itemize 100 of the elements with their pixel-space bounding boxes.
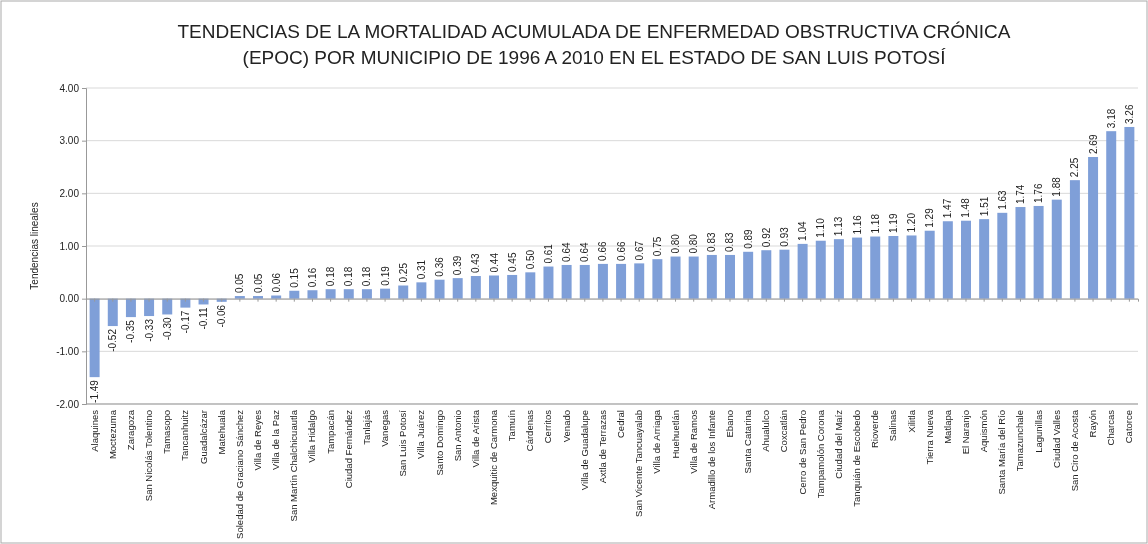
x-tick-label: Villa Hidalgo — [306, 410, 318, 463]
y-tick-label: 2.00 — [59, 188, 80, 200]
bar — [89, 298, 100, 378]
data-label: 1.19 — [887, 213, 899, 233]
bar — [906, 235, 917, 299]
x-tick-label: Villa de Arriaga — [651, 409, 663, 474]
data-label: 0.18 — [361, 266, 373, 287]
data-label: 1.29 — [924, 207, 936, 228]
x-tick-label: Santa Catarina — [742, 409, 754, 474]
x-tick-label: San Martín Chalchicuautla — [288, 409, 300, 522]
data-label: 1.74 — [1014, 184, 1026, 205]
bar — [706, 254, 717, 299]
data-label: 2.69 — [1087, 134, 1099, 154]
x-tick-label: San Nicolás Tolentino — [143, 410, 155, 502]
data-label: 1.63 — [996, 189, 1008, 210]
data-label: -0.35 — [125, 319, 137, 343]
data-label: 0.80 — [688, 233, 700, 254]
x-tick-label: Catorce — [1123, 410, 1135, 444]
x-tick-label: Tamuín — [506, 410, 518, 442]
x-tick-label: Tancanhuitz — [179, 409, 191, 461]
data-label: 0.67 — [633, 240, 645, 261]
bar — [670, 256, 681, 299]
data-label: 1.04 — [797, 220, 809, 241]
x-tick-label: San Vicente Tancuayalab — [633, 410, 645, 517]
data-label: 0.18 — [343, 266, 355, 287]
data-label: -1.49 — [89, 379, 101, 403]
x-tick-label: Villa de la Paz — [270, 409, 282, 471]
x-tick-label: San Antonio — [451, 410, 463, 462]
x-tick-label: Lagunillas — [1032, 409, 1044, 453]
data-label: 1.48 — [960, 197, 972, 218]
bar — [1069, 180, 1080, 299]
x-tick-label: Ciudad Valles — [1050, 409, 1062, 468]
bar — [180, 298, 191, 308]
data-label: -0.17 — [179, 310, 191, 334]
x-tick-label: Ciudad del Maíz — [832, 409, 844, 479]
y-axis-title: Tendencias lineales — [29, 202, 40, 290]
data-label: 0.64 — [579, 242, 591, 262]
bar — [725, 254, 735, 299]
x-tick-label: Villa de Guadalupe — [578, 410, 590, 491]
data-label: 1.18 — [869, 213, 881, 234]
x-tick-label: Tanquián de Escobedo — [851, 410, 863, 507]
bar — [361, 289, 372, 299]
bar — [416, 282, 427, 299]
data-label: 3.18 — [1105, 108, 1117, 129]
bar — [107, 298, 118, 327]
chart-title: TENDENCIAS DE LA MORTALIDAD ACUMULADA DE ENFERMEDAD OBSTRUCTIVA CRÓNICA (EPOC) POR MUNICIPIO DE 1996 A 2010 EN EL ESTADO DE SAN LUIS POTOSÍ — [177, 21, 1011, 68]
bar — [743, 251, 754, 299]
data-label: 0.06 — [270, 272, 282, 293]
data-label: 1.47 — [942, 198, 954, 219]
data-label: 0.36 — [434, 256, 446, 277]
bar — [325, 289, 336, 299]
x-tick-label: Soledad de Graciano Sánchez — [233, 409, 245, 539]
bar — [307, 290, 318, 299]
bar — [797, 243, 808, 299]
data-label: 0.66 — [615, 241, 627, 261]
data-label: 0.75 — [651, 236, 663, 257]
data-label: 0.16 — [306, 267, 318, 288]
bar — [543, 266, 554, 299]
x-tick-label: Guadalcázar — [197, 410, 209, 464]
bar — [125, 298, 136, 318]
data-label: -0.33 — [143, 318, 155, 342]
y-tick-label: -2.00 — [56, 398, 80, 410]
bar — [144, 298, 155, 317]
bar — [434, 279, 445, 299]
data-label: -0.30 — [161, 317, 173, 341]
x-tick-label: El Naranjo — [959, 410, 971, 455]
data-label: 0.43 — [470, 253, 482, 274]
bar — [289, 290, 300, 299]
bar — [561, 264, 572, 299]
x-tick-label: Axtla de Terrazas — [596, 409, 608, 484]
bar — [507, 274, 518, 299]
bar — [779, 249, 790, 299]
x-tick-label: San Luis Potosí — [397, 409, 409, 477]
x-tick-label: Cerritos — [542, 409, 554, 444]
data-label: 0.93 — [778, 226, 790, 247]
data-label: 0.44 — [488, 252, 500, 273]
data-label: 0.50 — [524, 249, 536, 270]
bar — [343, 289, 354, 299]
x-tick-label: Ahualulco — [760, 410, 772, 452]
bar — [688, 256, 699, 299]
data-label: -0.06 — [216, 304, 228, 328]
x-tick-label: Tampacán — [324, 410, 336, 454]
bar — [380, 288, 391, 299]
bar — [924, 230, 935, 299]
x-tick-label: Santo Domingo — [433, 410, 445, 476]
x-tick-label: Salinas — [887, 409, 899, 442]
x-tick-label: Huehuetlán — [669, 410, 681, 459]
x-tick-label: Armadillo de los Infante — [705, 410, 717, 510]
x-tick-label: Ciudad Fernández — [342, 409, 354, 489]
bar — [761, 250, 772, 299]
bar — [870, 236, 881, 299]
y-tick-label: -1.00 — [56, 346, 80, 358]
x-tick-label: Cedral — [615, 410, 627, 438]
x-tick-label: Villa de Ramos — [687, 409, 699, 474]
data-label: 1.76 — [1033, 183, 1045, 203]
x-tick-label: Charcas — [1105, 409, 1117, 446]
x-tick-label: Santa María del Río — [996, 410, 1008, 495]
bar — [398, 285, 409, 299]
bar — [997, 212, 1008, 299]
x-tick-label: Xilitla — [905, 409, 917, 433]
